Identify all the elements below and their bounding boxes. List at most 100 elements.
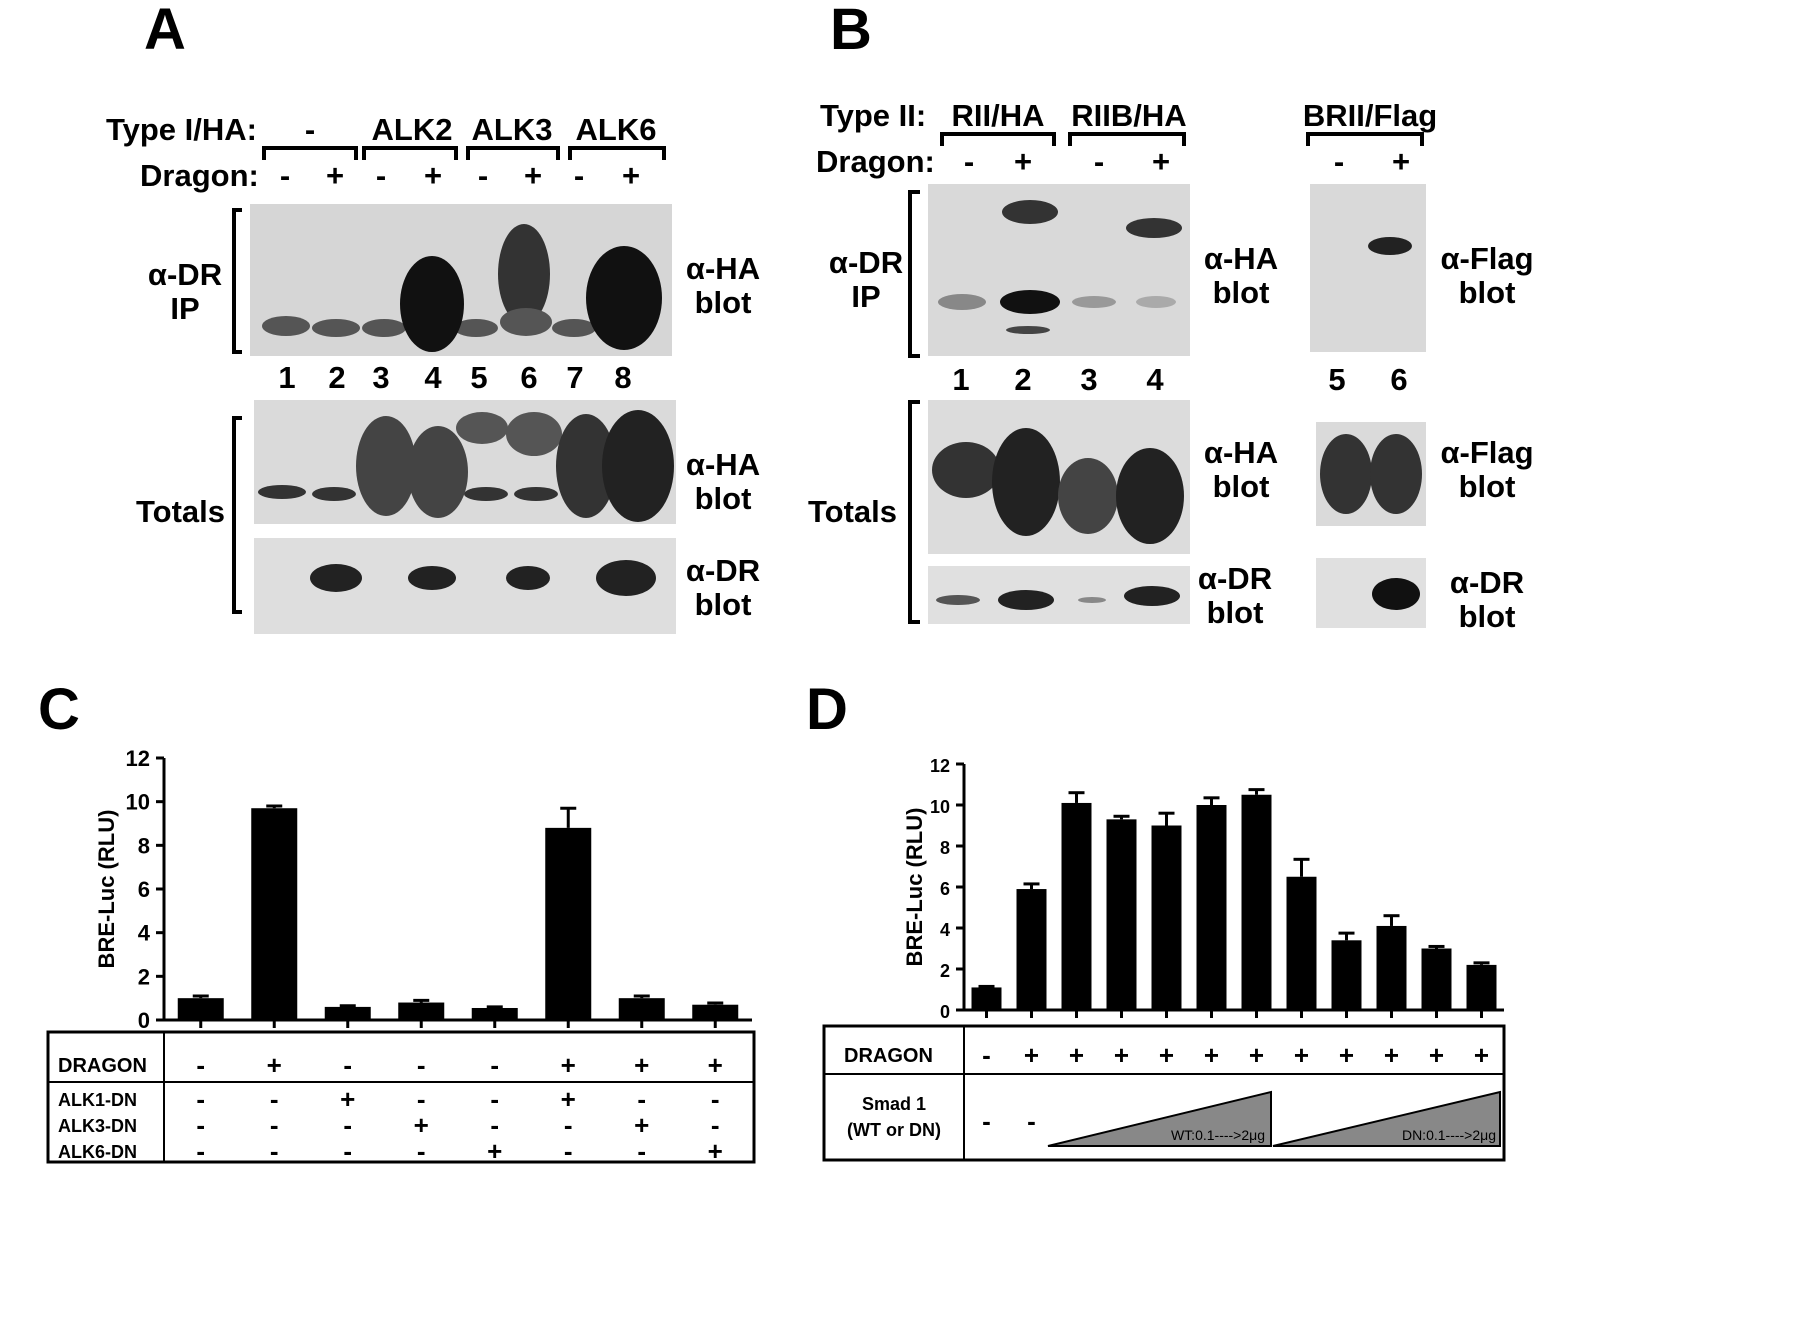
lane-number: 4 [1146,362,1164,397]
table-sign: - [982,1106,991,1136]
bar [971,987,1002,1010]
table-sign: - [490,1050,499,1080]
group-label-riib: RIIB/HA [1071,98,1187,133]
ip-label-b: α-DR IP [828,245,904,314]
bar [1106,819,1137,1010]
group-label-none: - [304,112,316,147]
panel-a-brackets [232,146,666,614]
y-tick-label: 2 [138,964,150,989]
group-label-alk3: ALK3 [471,112,553,147]
dragon-sign: - [963,144,975,179]
table-sign: - [343,1110,352,1140]
tot-ha-blot-label-a: α-HA blot [685,447,761,516]
y-tick-label: 10 [930,797,950,817]
bar [1241,794,1272,1010]
table-sign: + [1294,1040,1309,1070]
type-ii-label: Type II: [820,98,927,133]
lane-number: 3 [372,360,390,395]
lane-number: 5 [470,360,488,395]
table-sign: - [564,1136,573,1166]
table-sign: + [1339,1040,1354,1070]
bar [1151,825,1182,1010]
table-sign: - [196,1136,205,1166]
dragon-sign: + [1391,144,1411,179]
chart-d: 0 2 4 6 8 10 12 BRE-Luc (RLU) DRAGON - + + + + + + + + + + +… [822,756,1506,1162]
bar [471,1007,518,1020]
table-sign: + [487,1136,502,1166]
y-tick-label: 2 [940,961,950,981]
dragon-sign: - [1333,144,1345,179]
table-sign: - [270,1110,279,1140]
totals-label-b: Totals [808,494,897,529]
lane-number: 4 [424,360,442,395]
table-d-border [822,1024,1506,1162]
lane-number: 1 [278,360,296,395]
table-sign: + [1384,1040,1399,1070]
totals-ha-blot-b [928,400,1190,554]
table-row-label: DRAGON [58,1055,147,1077]
dragon-sign: - [477,158,489,193]
totals-dr-blot-flag [1316,558,1426,628]
table-sign: + [1114,1040,1129,1070]
table-sign: - [270,1136,279,1166]
y-tick-label: 6 [940,879,950,899]
dragon-sign: + [423,158,443,193]
group-label-rii: RII/HA [951,98,1045,133]
y-tick-label: 0 [138,1008,150,1033]
bar [1421,948,1452,1010]
table-d-smad-label-2: (WT or DN) [847,1120,941,1140]
group-label-alk2: ALK2 [371,112,453,147]
bar [1286,876,1317,1010]
table-sign: + [1474,1040,1489,1070]
table-sign: + [340,1084,355,1114]
totals-dr-blot-a [254,538,676,634]
lane-number: 6 [1390,362,1408,397]
dragon-label-b: Dragon: [816,144,935,179]
table-sign: + [1249,1040,1264,1070]
table-sign: - [982,1040,991,1070]
bar [177,998,224,1020]
y-tick-label: 4 [138,921,151,946]
ha-blot-label-a: α-HA blot [685,251,761,320]
group-label-alk6: ALK6 [575,112,657,147]
type-i-label: Type I/HA: [106,112,257,147]
bar [692,1004,739,1020]
lane-number: 8 [614,360,632,395]
dragon-sign: + [621,158,641,193]
table-sign: + [1204,1040,1219,1070]
ip-blot-a [250,204,672,356]
wt-ramp [1047,1090,1272,1147]
table-sign: - [637,1136,646,1166]
table-sign: + [414,1110,429,1140]
table-sign: + [708,1136,723,1166]
table-sign: - [270,1084,279,1114]
ip-flag-blot [1310,184,1426,352]
table-sign: - [196,1084,205,1114]
y-axis-label: BRE-Luc (RLU) [902,808,927,967]
table-sign: - [417,1136,426,1166]
table-sign: - [564,1110,573,1140]
y-tick-label: 8 [138,833,150,858]
totals-dr-blot-b [928,566,1190,624]
panel-letter-b: B [830,0,872,62]
group-label-brii: BRII/Flag [1302,98,1438,133]
lane-number: 6 [520,360,538,395]
table-sign: + [708,1050,723,1080]
flag-blot-label-b: α-Flag blot [1440,241,1534,310]
table-sign: - [343,1050,352,1080]
panel-letter-d: D [806,677,848,742]
y-tick-label: 0 [940,1002,950,1022]
bar [1016,889,1047,1010]
panel-b-brackets [908,132,1424,624]
tot-dr2-blot-label-b: α-DR blot [1449,565,1525,634]
y-tick-label: 12 [930,756,950,776]
table-sign: - [490,1084,499,1114]
ip-label-a: α-DR IP [147,257,223,326]
totals-ha-blot-a [254,400,676,524]
table-sign: + [1429,1040,1444,1070]
bar [1376,925,1407,1010]
table-sign: + [1024,1040,1039,1070]
totals-label-a: Totals [136,494,225,529]
table-sign: + [1069,1040,1084,1070]
